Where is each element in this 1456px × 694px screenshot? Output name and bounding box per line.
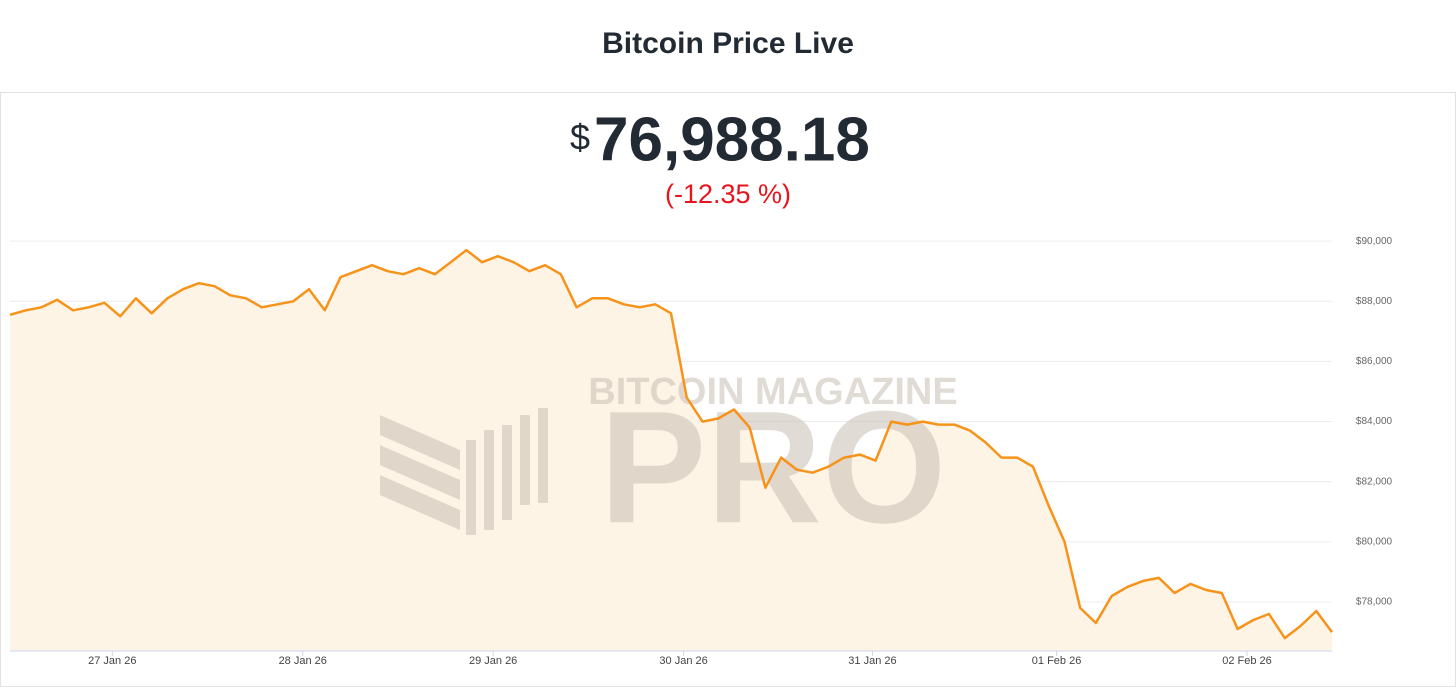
y-tick-label: $78,000 <box>1356 597 1393 608</box>
watermark: BITCOIN MAGAZINE PRO <box>380 371 958 556</box>
x-tick-label: 01 Feb 26 <box>1032 655 1082 667</box>
x-tick-label: 27 Jan 26 <box>88 655 136 667</box>
plot: $78,000 $80,000 $82,000 $84,000 $86,000 $88,0… <box>10 236 1393 651</box>
x-tick-label: 28 Jan 26 <box>279 655 327 667</box>
page-title: Bitcoin Price Live <box>602 27 854 60</box>
price-line <box>9 248 1334 640</box>
currency-symbol: $ <box>570 117 590 158</box>
y-tick-label: $82,000 <box>1356 476 1393 487</box>
area <box>10 250 1332 651</box>
watermark-top: BITCOIN MAGAZINE <box>588 371 957 413</box>
watermark-logo <box>380 408 548 535</box>
price: 76,988.18 <box>594 105 870 174</box>
y-tick-label: $84,000 <box>1356 416 1393 427</box>
y-tick-label: $90,000 <box>1356 236 1393 247</box>
x-tick-label: 29 Jan 26 <box>469 655 517 667</box>
y-tick-label: $86,000 <box>1356 356 1393 367</box>
price-change: (-12.35 %) <box>665 179 791 209</box>
y-tick-label: $88,000 <box>1356 296 1393 307</box>
x-tick-label: 30 Jan 26 <box>659 655 707 667</box>
x-tick-label: 31 Jan 26 <box>848 655 896 667</box>
plot-lines: 27 Jan 26 28 Jan 26 29 Jan 26 30 Jan 26 31 J… <box>9 248 1334 667</box>
x-tick-label: 02 Feb 26 <box>1222 655 1272 667</box>
y-tick-label: $80,000 <box>1356 536 1393 547</box>
watermark-bottom: PRO <box>600 377 947 556</box>
